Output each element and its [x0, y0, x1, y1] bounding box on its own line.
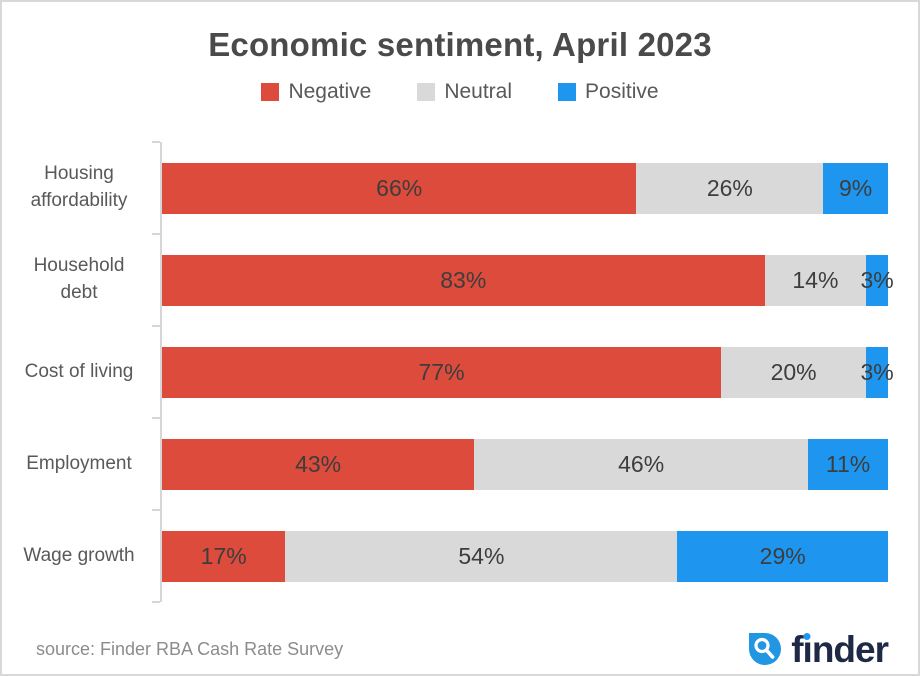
brand-letter-i: ı	[802, 628, 813, 670]
chart-row: Wage growth 17% 54% 29%	[2, 509, 888, 603]
bar-segment-negative: 17%	[162, 530, 286, 582]
bar-value-label: 29%	[759, 542, 806, 569]
brand-part-2: nder	[811, 628, 889, 670]
page-title: Economic sentiment, April 2023	[208, 26, 712, 63]
legend-swatch-positive-icon	[558, 83, 577, 101]
brand-part-1: f	[791, 628, 803, 670]
bar-value-label: 20%	[770, 358, 817, 385]
chart-row: Employment 43% 46% 11%	[2, 417, 888, 510]
legend-label-neutral: Neutral	[444, 80, 513, 103]
category-label: Housing affordability	[30, 163, 128, 211]
bar-value-label: 17%	[200, 542, 247, 569]
legend-item-positive: Positive	[558, 80, 659, 104]
bar-value-label: 54%	[458, 542, 505, 569]
axis-tick	[152, 141, 160, 143]
axis-tick	[152, 417, 160, 419]
category-label: Wage growth	[23, 544, 135, 566]
bar-value-label: 66%	[376, 174, 423, 201]
bar-segment-positive: 29%	[677, 530, 888, 582]
bar-value-label: 26%	[706, 174, 753, 201]
legend-item-neutral: Neutral	[417, 80, 512, 104]
brand-wordmark: f ı nder	[791, 628, 889, 670]
bar-value-label: 3%	[860, 358, 894, 385]
axis-tick	[152, 509, 160, 511]
axis-tick	[152, 601, 160, 603]
legend-item-negative: Negative	[261, 80, 371, 104]
axis-tick	[152, 325, 160, 327]
bar-value-label: 46%	[618, 450, 665, 477]
finder-logo: f ı nder	[746, 628, 889, 670]
legend-swatch-neutral-icon	[417, 83, 436, 101]
plot-cell: 17% 54% 29%	[152, 509, 888, 603]
bar-segment-neutral: 20%	[721, 346, 867, 398]
bar-value-label: 83%	[440, 266, 487, 293]
bar-segment-neutral: 46%	[474, 438, 809, 490]
bar-value-label: 3%	[860, 266, 894, 293]
plot-cell: 77% 20% 3%	[152, 325, 894, 418]
category-label: Cost of living	[24, 360, 134, 382]
plot-cell: 43% 46% 11%	[152, 417, 888, 510]
category-label: Household debt	[33, 255, 125, 303]
bar-segment-positive: 9%	[823, 162, 888, 214]
source-text: source: Finder RBA Cash Rate Survey	[36, 638, 344, 659]
bar-segment-negative: 43%	[162, 438, 475, 490]
footer: source: Finder RBA Cash Rate Survey f ı nd…	[36, 628, 889, 670]
chart-row: Household debt 83% 14% 3%	[2, 233, 894, 326]
bar-segment-neutral: 26%	[636, 162, 824, 214]
bar-value-label: 14%	[792, 266, 839, 293]
bar-value-label: 9%	[839, 174, 873, 201]
chart-row: Housing affordability 66% 26% 9%	[2, 141, 888, 234]
plot-cell: 83% 14% 3%	[152, 233, 894, 326]
legend-swatch-negative-icon	[261, 83, 280, 101]
legend-label-positive: Positive	[585, 80, 659, 103]
magnifier-icon	[749, 633, 782, 665]
bar-value-label: 77%	[418, 358, 465, 385]
category-label: Employment	[26, 452, 132, 474]
bar-segment-neutral: 54%	[285, 530, 678, 582]
bar-segment-negative: 66%	[162, 162, 637, 214]
bar-segment-positive: 3%	[860, 254, 894, 306]
bar-segment-negative: 83%	[162, 254, 765, 306]
bar-segment-positive: 11%	[808, 438, 888, 490]
bar-track: 83% 14% 3%	[162, 254, 894, 306]
chart-row: Cost of living 77% 20% 3%	[2, 325, 894, 418]
chart: Housing affordability 66% 26% 9% Household d…	[2, 141, 894, 603]
legend-label-negative: Negative	[288, 80, 372, 103]
plot-cell: 66% 26% 9%	[152, 141, 888, 234]
bar-segment-neutral: 14%	[764, 254, 867, 306]
bar-track: 17% 54% 29%	[162, 530, 888, 582]
bar-track: 66% 26% 9%	[162, 162, 888, 214]
bar-segment-positive: 3%	[860, 346, 894, 398]
bar-track: 77% 20% 3%	[162, 346, 894, 398]
axis-tick	[152, 233, 160, 235]
bar-segment-negative: 77%	[162, 346, 722, 398]
legend: Negative Neutral Positive	[2, 80, 918, 104]
bar-value-label: 43%	[295, 450, 342, 477]
bar-value-label: 11%	[825, 450, 871, 477]
bar-track: 43% 46% 11%	[162, 438, 888, 490]
